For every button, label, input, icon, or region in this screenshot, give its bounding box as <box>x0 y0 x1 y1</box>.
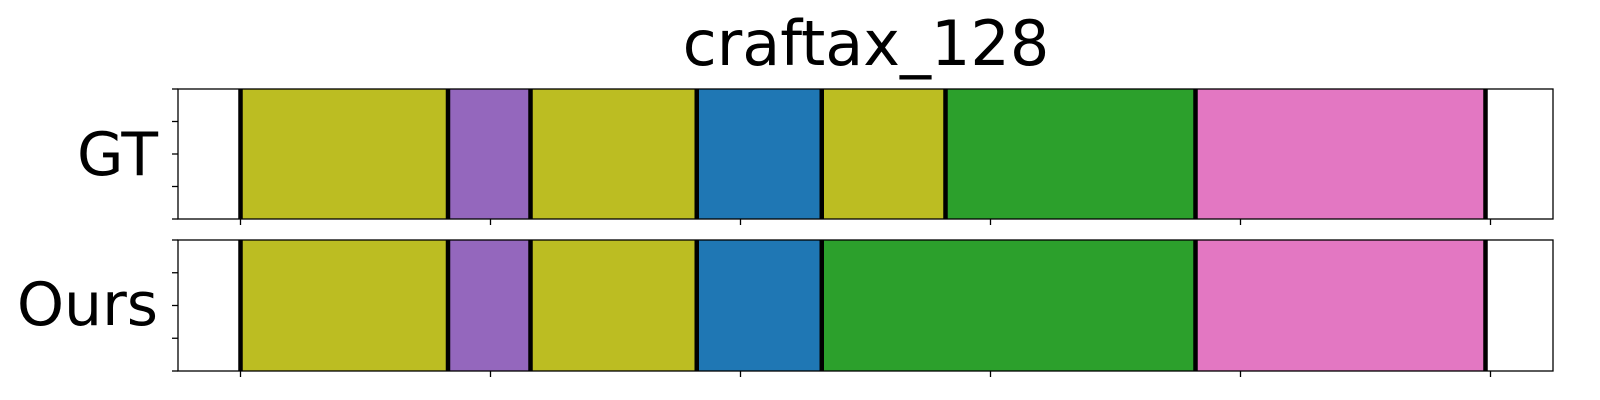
gt-segment-2 <box>530 89 697 219</box>
gt-segment-4 <box>821 89 946 219</box>
ours-segment-4 <box>821 240 1196 371</box>
gt-panel: GT <box>77 88 1554 225</box>
ours-segment-0 <box>240 240 448 371</box>
gt-segment-5 <box>945 89 1196 219</box>
gt-segment-0 <box>240 89 448 219</box>
chart-title: craftax_128 <box>683 7 1050 80</box>
gt-segment-6 <box>1195 89 1486 219</box>
ours-segment-5 <box>1195 240 1486 371</box>
gt-segment-1 <box>448 89 531 219</box>
gt-segment-3 <box>696 89 822 219</box>
ours-segment-3 <box>696 240 822 371</box>
ours-segment-1 <box>448 240 531 371</box>
ours-panel: Ours <box>17 239 1554 377</box>
ours-segment-2 <box>530 240 697 371</box>
row-label-ours: Ours <box>17 270 158 340</box>
row-label-gt: GT <box>77 120 158 190</box>
